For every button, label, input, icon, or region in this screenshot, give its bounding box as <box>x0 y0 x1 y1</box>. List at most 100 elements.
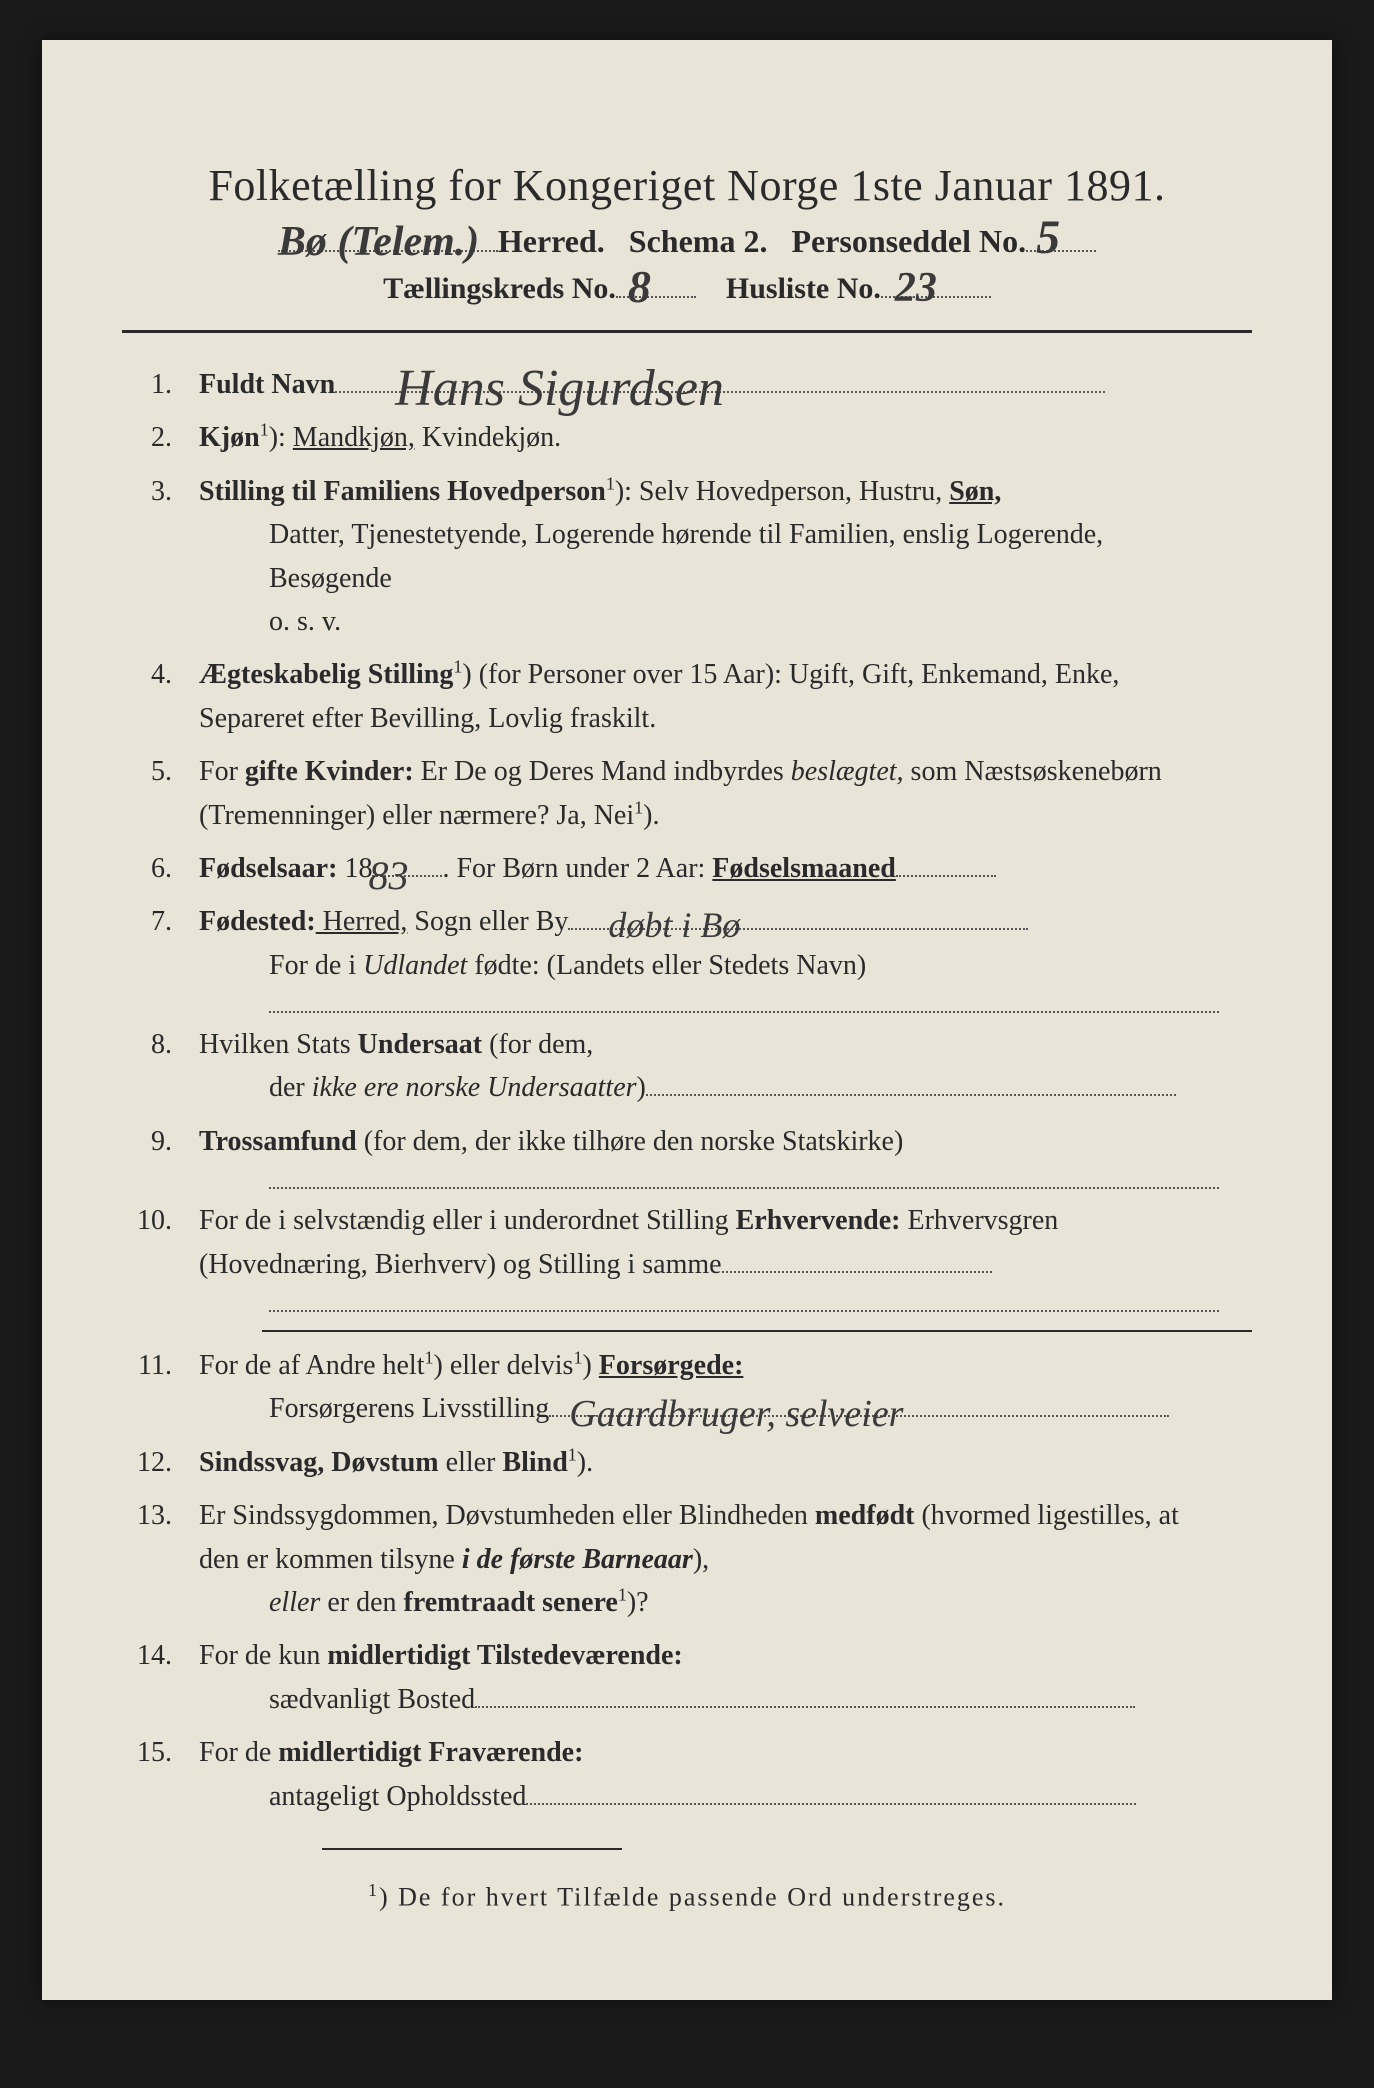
footnote-sup: 1 <box>368 1880 379 1900</box>
num-9: 9. <box>122 1120 172 1163</box>
label-gifte-kvinder: gifte Kvinder: <box>245 756 414 787</box>
text-5c: Er De og Deres Mand indbyrdes <box>414 756 791 787</box>
text-8a: Hvilken Stats <box>199 1029 358 1060</box>
text-12d: ). <box>577 1447 593 1478</box>
text-13f: eller <box>269 1587 320 1618</box>
herred-handwritten: Bø (Telem.) <box>278 218 479 266</box>
husliste-blank: 23 <box>881 296 991 298</box>
label-opholdssted: antageligt Opholdssted <box>269 1781 526 1812</box>
text-8c: (for dem, <box>482 1029 593 1060</box>
text-7c: Sogn eller By <box>407 906 568 937</box>
num-1: 1. <box>122 363 172 406</box>
label-fodselsaar: Fødselsaar: <box>199 853 337 884</box>
husliste-no-hw: 23 <box>895 264 937 312</box>
text-3b: ): Selv Hovedperson, Hustru, <box>615 476 949 507</box>
husliste-label: Husliste No. <box>726 272 881 305</box>
text-7d: For de i <box>269 950 363 981</box>
text-13d: i de første Barneaar <box>462 1544 693 1575</box>
num-11: 11. <box>122 1344 172 1387</box>
label-medfodt: medfødt <box>815 1500 915 1531</box>
opholdssted-blank <box>526 1803 1136 1805</box>
num-3: 3. <box>122 470 172 513</box>
text-5f: ). <box>643 800 659 831</box>
birthplace-line2 <box>269 987 1219 1013</box>
field-3-relation: 3. Stilling til Familiens Hovedperson1):… <box>122 470 1252 644</box>
header-line-3: Tællingskreds No. 8 Husliste No. 23 <box>122 272 1252 306</box>
birthplace-blank: døbt i Bø <box>568 928 1028 930</box>
field-12-disability: 12. Sindssvag, Døvstum eller Blind1). <box>122 1441 1252 1484</box>
provider-blank: Gaardbruger, selveier <box>549 1415 1169 1417</box>
field-13-congenital: 13. Er Sindssygdommen, Døvstumheden elle… <box>122 1494 1252 1624</box>
main-title: Folketælling for Kongeriget Norge 1ste J… <box>122 160 1252 211</box>
occupation-blank2 <box>269 1286 1219 1312</box>
herred-blank: Bø (Telem.) <box>278 250 498 252</box>
num-13: 13. <box>122 1494 172 1537</box>
son-underlined: Søn, <box>949 476 1001 507</box>
text-8e: ikke ere norske Undersaatter <box>312 1072 637 1103</box>
num-8: 8. <box>122 1023 172 1066</box>
year-hw: 83 <box>368 845 408 907</box>
num-12: 12. <box>122 1441 172 1484</box>
provider-hw: Gaardbruger, selveier <box>569 1385 903 1444</box>
mid-divider <box>262 1330 1252 1332</box>
text-11b: ) eller delvis <box>434 1350 574 1381</box>
personseddel-blank: 5 <box>1026 250 1096 252</box>
text-5a: For <box>199 756 245 787</box>
label-erhvervende: Erhvervende: <box>736 1205 901 1236</box>
text-14a: For de kun <box>199 1640 327 1671</box>
religion-blank <box>269 1163 1219 1189</box>
text-13i: )? <box>627 1587 649 1618</box>
label-forsorgede: Forsørgede: <box>599 1350 744 1381</box>
text-6c: . For Børn under 2 Aar: <box>442 853 712 884</box>
header-line-2: Bø (Telem.) Herred. Schema 2. Personsedd… <box>122 223 1252 260</box>
year-blank: 83 <box>372 875 442 877</box>
kreds-blank: 8 <box>616 296 696 298</box>
text-13g: er den <box>320 1587 403 1618</box>
num-4: 4. <box>122 653 172 696</box>
label-undersaat: Undersaat <box>358 1029 482 1060</box>
birthplace-hw: døbt i Bø <box>608 898 740 954</box>
text-7f: fødte: (Landets eller Stedets Navn) <box>467 950 866 981</box>
text-8f: ) <box>637 1072 646 1103</box>
personseddel-label: Personseddel No. <box>791 223 1026 259</box>
label-stilling: Stilling til Familiens Hovedperson <box>199 476 606 507</box>
num-5: 5. <box>122 750 172 793</box>
text-12b: eller <box>439 1447 503 1478</box>
kreds-no-hw: 8 <box>628 260 651 313</box>
personseddel-no-hw: 5 <box>1036 210 1060 265</box>
kreds-label: Tællingskreds No. <box>383 272 616 305</box>
field-15-absent: 15. For de midlertidigt Fraværende: anta… <box>122 1731 1252 1818</box>
field-7-birthplace: 7. Fødested: Herred, Sogn eller Bydøbt i… <box>122 900 1252 1013</box>
text-11c: ) <box>582 1350 598 1381</box>
num-10: 10. <box>122 1199 172 1242</box>
label-fuldt-navn: Fuldt Navn <box>199 369 335 400</box>
field-6-birthyear: 6. Fødselsaar: 1883. For Børn under 2 Aa… <box>122 847 1252 890</box>
text-13a: Er Sindssygdommen, Døvstumheden eller Bl… <box>199 1500 815 1531</box>
herred-underlined: Herred, <box>316 906 408 937</box>
census-form-page: Folketælling for Kongeriget Norge 1ste J… <box>42 40 1332 2000</box>
footnote-divider <box>322 1848 622 1850</box>
num-7: 7. <box>122 900 172 943</box>
field-4-marital: 4. Ægteskabelig Stilling1) (for Personer… <box>122 653 1252 740</box>
name-blank: Hans Sigurdsen <box>335 391 1105 393</box>
field-14-present: 14. For de kun midlertidigt Tilstedevære… <box>122 1634 1252 1721</box>
label-sindssvag: Sindssvag, Døvstum <box>199 1447 439 1478</box>
month-blank <box>896 875 996 877</box>
num-14: 14. <box>122 1634 172 1677</box>
label-fremtraadt: fremtraadt senere <box>404 1587 618 1618</box>
label-kjon: Kjøn <box>199 422 260 453</box>
text-10a: For de i selvstændig eller i underordnet… <box>199 1205 736 1236</box>
label-blind: Blind <box>502 1447 567 1478</box>
field-5-married-women: 5. For gifte Kvinder: Er De og Deres Man… <box>122 750 1252 837</box>
kvindekjon: Kvindekjøn. <box>415 422 561 453</box>
label-fravaerende: midlertidigt Fraværende: <box>278 1737 583 1768</box>
text-2b: ): <box>269 422 293 453</box>
label-aegteskab: Ægteskabelig Stilling <box>199 659 453 690</box>
label-tilstedevaerende: midlertidigt Tilstedeværende: <box>327 1640 682 1671</box>
field-8-citizenship: 8. Hvilken Stats Undersaat (for dem, der… <box>122 1023 1252 1110</box>
text-11a: For de af Andre helt <box>199 1350 425 1381</box>
text-5d: beslægtet, <box>791 756 904 787</box>
text-8d: der <box>269 1072 312 1103</box>
mandkjon-underlined: Mandkjøn, <box>293 422 415 453</box>
label-fodselsmaaned: Fødselsmaaned <box>712 853 896 884</box>
